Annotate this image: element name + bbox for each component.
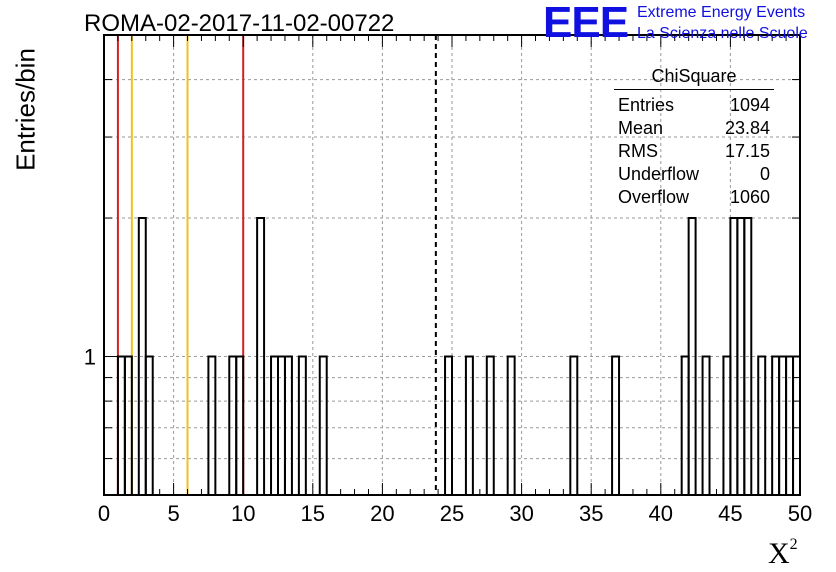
- stats-row-overflow: Overflow 1060: [610, 186, 770, 209]
- stats-value: 0: [759, 164, 770, 184]
- histogram-bin: [743, 217, 753, 495]
- x-axis-label: X2: [768, 536, 798, 571]
- y-axis-label: Entries/bin: [10, 48, 41, 171]
- stats-row-mean: Mean 23.84: [610, 117, 770, 140]
- x-tick-label: 25: [440, 501, 464, 526]
- x-tick-label: 50: [788, 501, 812, 526]
- logo-line-1: Extreme Energy Events: [637, 4, 806, 21]
- stats-label: Underflow: [618, 164, 700, 184]
- histogram-bin: [283, 355, 293, 495]
- histogram-bin: [464, 355, 474, 495]
- stats-label: Overflow: [618, 187, 690, 207]
- x-tick-label: 35: [579, 501, 603, 526]
- stats-label: RMS: [618, 141, 658, 161]
- stats-value: 17.15: [724, 141, 770, 161]
- x-tick-label: 0: [98, 501, 110, 526]
- chart-title: ROMA-02-2017-11-02-00722: [84, 10, 395, 37]
- histogram-bin: [256, 217, 266, 495]
- stats-row-underflow: Underflow 0: [610, 163, 770, 186]
- histogram-bin: [569, 355, 579, 495]
- histogram-bin: [318, 355, 328, 495]
- x-tick-label: 20: [370, 501, 394, 526]
- histogram-bin: [444, 355, 453, 495]
- histogram-bin: [485, 355, 495, 495]
- x-tick-label: 15: [301, 501, 325, 526]
- stats-row-entries: Entries 1094: [610, 94, 770, 117]
- stats-title: ChiSquare: [614, 66, 774, 90]
- x-tick-label: 10: [231, 501, 255, 526]
- stats-value: 1094: [729, 95, 770, 115]
- x-tick-label: 45: [718, 501, 742, 526]
- stats-label: Entries: [618, 95, 675, 115]
- y-tick-label: 1: [84, 345, 96, 370]
- histogram-bin: [611, 355, 621, 495]
- histogram-bin: [123, 355, 133, 495]
- stats-value: 23.84: [724, 118, 770, 138]
- x-axis-label-text: X: [768, 537, 790, 570]
- eee-logo: EEE: [543, 0, 629, 47]
- histogram-bin: [297, 355, 307, 495]
- stats-row-rms: RMS 17.15: [610, 140, 770, 163]
- histogram-bin: [235, 355, 245, 495]
- x-tick-label: 40: [649, 501, 673, 526]
- histogram-bin: [701, 355, 711, 495]
- histogram-bin: [757, 355, 767, 495]
- histogram-bin: [506, 355, 516, 495]
- logo-line-2: La Scienza nelle Scuole: [637, 25, 808, 42]
- histogram-bin: [687, 217, 697, 495]
- histogram-bin: [144, 355, 154, 495]
- stats-box: ChiSquare Entries 1094 Mean 23.84 RMS 17…: [610, 66, 774, 209]
- histogram-bin: [207, 355, 217, 495]
- stats-label: Mean: [618, 118, 664, 138]
- x-tick-label: 5: [167, 501, 179, 526]
- stats-value: 1060: [729, 187, 770, 207]
- x-tick-label: 30: [509, 501, 533, 526]
- x-axis-label-superscript: 2: [789, 536, 798, 553]
